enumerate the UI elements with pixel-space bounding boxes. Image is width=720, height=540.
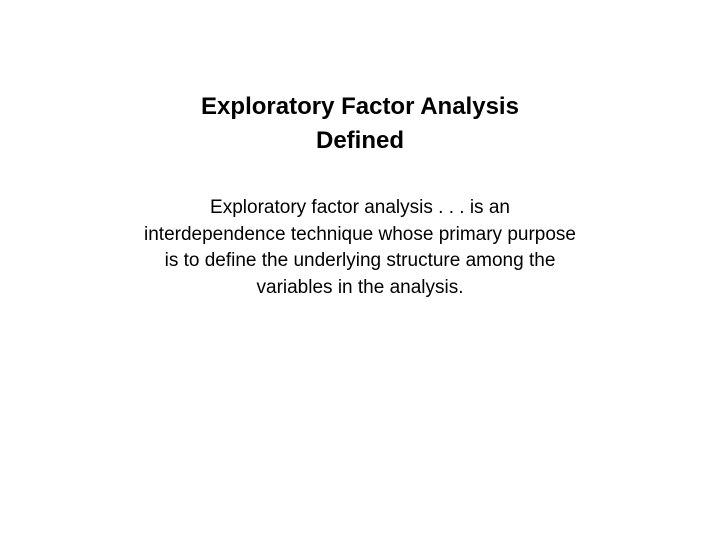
title-block: Exploratory Factor Analysis Defined: [60, 90, 660, 157]
title-line-2: Defined: [60, 124, 660, 158]
title-line-1: Exploratory Factor Analysis: [60, 90, 660, 124]
slide-container: Exploratory Factor Analysis Defined Expl…: [0, 0, 720, 540]
body-text: Exploratory factor analysis . . . is an …: [140, 195, 580, 301]
body-block: Exploratory factor analysis . . . is an …: [140, 195, 580, 301]
